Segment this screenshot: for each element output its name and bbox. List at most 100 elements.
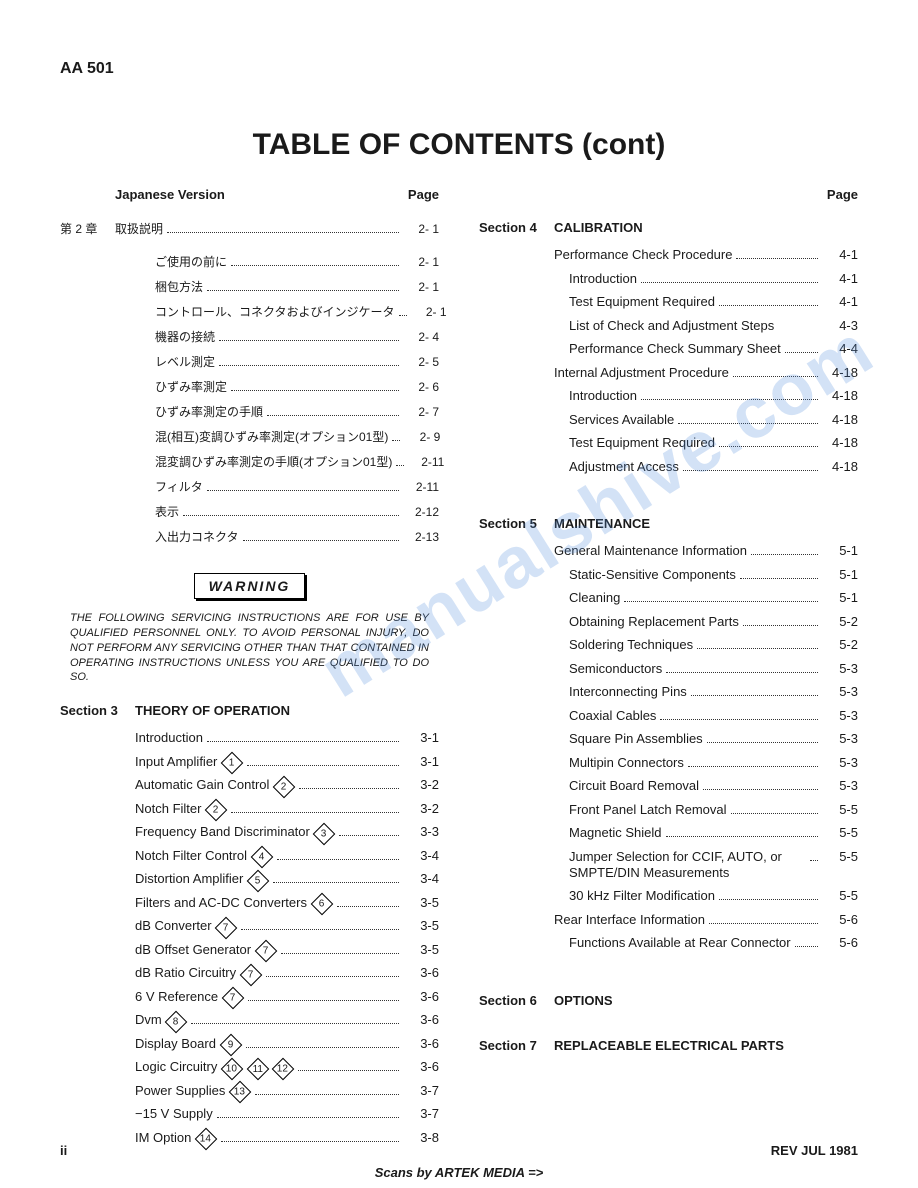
toc-dots xyxy=(399,315,407,316)
toc-page: 4-18 xyxy=(822,433,858,453)
toc-row: Filters and AC-DC Converters 63-5 xyxy=(135,893,439,913)
toc-dots xyxy=(736,258,818,259)
toc-dots xyxy=(266,976,399,977)
toc-label: Coaxial Cables xyxy=(569,706,656,726)
toc-row: Magnetic Shield5-5 xyxy=(569,823,858,843)
toc-dots xyxy=(624,601,818,602)
toc-label: Performance Check Procedure xyxy=(554,245,732,265)
toc-page: 5-1 xyxy=(822,565,858,585)
toc-dots xyxy=(281,953,399,954)
diamond-icon: 5 xyxy=(247,869,270,892)
toc-row: Power Supplies 133-7 xyxy=(135,1081,439,1101)
toc-row: 入出力コネクタ2-13 xyxy=(155,528,439,546)
diamond-icon: 7 xyxy=(215,916,238,939)
jp-chapter-entry: 取扱説明 2- 1 xyxy=(115,220,439,238)
scans-by: Scans by ARTEK MEDIA => xyxy=(0,1165,918,1180)
warning-box: WARNING xyxy=(194,573,306,599)
footer-left: ii xyxy=(60,1143,67,1158)
toc-dots xyxy=(666,836,819,837)
toc-dots xyxy=(733,376,818,377)
toc-page: 3-4 xyxy=(403,869,439,889)
toc-page: 3-1 xyxy=(403,728,439,748)
toc-label: Soldering Techniques xyxy=(569,635,693,655)
sub-items: Introduction4-1 Test Equipment Required4-… xyxy=(479,269,858,359)
toc-label: Introduction xyxy=(569,386,637,406)
toc-dots xyxy=(337,906,399,907)
toc-label: Obtaining Replacement Parts xyxy=(569,612,739,632)
toc-dots xyxy=(273,882,399,883)
toc-page: 3-5 xyxy=(403,893,439,913)
toc-page: 2- 1 xyxy=(403,278,439,296)
diamond-icon: 10 xyxy=(221,1057,244,1080)
toc-row: フィルタ2-11 xyxy=(155,478,439,496)
group-heading-wrap: Internal Adjustment Procedure4-18 xyxy=(479,363,858,383)
toc-row: Introduction4-1 xyxy=(569,269,858,289)
toc-row: 30 kHz Filter Modification 5-5 xyxy=(569,886,858,906)
toc-dots xyxy=(719,899,818,900)
section4-title: CALIBRATION xyxy=(554,220,643,235)
diamond-icon: 7 xyxy=(221,987,244,1010)
toc-dots xyxy=(396,465,404,466)
toc-label: dB Ratio Circuitry 7 xyxy=(135,963,262,983)
toc-dots xyxy=(709,923,818,924)
section4-header: Section 4 CALIBRATION xyxy=(479,220,858,235)
toc-dots xyxy=(641,282,818,283)
toc-label: 入出力コネクタ xyxy=(155,528,239,546)
toc-row: Test Equipment Required4-1 xyxy=(569,292,858,312)
toc-label: Circuit Board Removal xyxy=(569,776,699,796)
toc-label: 混(相互)変調ひずみ率測定(オプション01型) xyxy=(155,428,388,446)
toc-label: Magnetic Shield xyxy=(569,823,662,843)
toc-page: 5-3 xyxy=(822,659,858,679)
toc-dots xyxy=(740,578,818,579)
toc-dots xyxy=(191,1023,399,1024)
toc-page: 3-2 xyxy=(403,775,439,795)
toc-row: Front Panel Latch Removal5-5 xyxy=(569,800,858,820)
toc-dots xyxy=(207,490,399,491)
diamond-icon: 3 xyxy=(313,822,336,845)
toc-row: Input Amplifier 13-1 xyxy=(135,752,439,772)
toc-page: 2- 1 xyxy=(411,303,447,321)
toc-label: dB Offset Generator 7 xyxy=(135,940,277,960)
toc-label: Frequency Band Discriminator 3 xyxy=(135,822,335,842)
japanese-version-header: Japanese Version Page xyxy=(60,187,439,202)
toc-label: 30 kHz Filter Modification xyxy=(569,886,715,906)
jp-chapter-label: 第 2 章 xyxy=(60,220,115,245)
toc-label: フィルタ xyxy=(155,478,203,496)
toc-page: 4-18 xyxy=(822,363,858,383)
toc-row: Multipin Connectors5-3 xyxy=(569,753,858,773)
toc-page: 2- 1 xyxy=(403,253,439,271)
toc-page: 5-2 xyxy=(822,635,858,655)
toc-dots xyxy=(660,719,818,720)
toc-page: 3-4 xyxy=(403,846,439,866)
diamond-icon: 11 xyxy=(246,1057,269,1080)
toc-dots xyxy=(221,1141,399,1142)
sub-items: Functions Available at Rear Connector5-6 xyxy=(479,933,858,953)
diamond-icon: 6 xyxy=(310,893,333,916)
toc-dots xyxy=(795,946,818,947)
toc-row: Notch Filter Control 43-4 xyxy=(135,846,439,866)
section5-label: Section 5 xyxy=(479,516,554,531)
toc-label: 混変調ひずみ率測定の手順(オプション01型) xyxy=(155,453,392,471)
diamond-icon: 4 xyxy=(250,846,273,869)
toc-dots xyxy=(207,741,399,742)
toc-dots xyxy=(248,1000,399,1001)
toc-page: 2-12 xyxy=(403,503,439,521)
toc-page: 5-3 xyxy=(822,729,858,749)
toc-label: Logic Circuitry 10 11 12 xyxy=(135,1057,294,1077)
toc-row: ひずみ率測定の手順2- 7 xyxy=(155,403,439,421)
toc-dots xyxy=(219,365,399,366)
toc-page: 3-5 xyxy=(403,940,439,960)
toc-row: Internal Adjustment Procedure4-18 xyxy=(554,363,858,383)
warning-wrap: WARNING xyxy=(60,553,439,611)
toc-page: 3-7 xyxy=(403,1081,439,1101)
toc-label: Display Board 9 xyxy=(135,1034,242,1054)
toc-dots xyxy=(392,440,400,441)
toc-row: −15 V Supply3-7 xyxy=(135,1104,439,1124)
toc-page: 3-6 xyxy=(403,987,439,1007)
sub-items: Static-Sensitive Components5-1Cleaning5-… xyxy=(479,565,858,906)
toc-dots xyxy=(697,648,818,649)
toc-page: 5-5 xyxy=(822,886,858,906)
toc-dots xyxy=(719,305,818,306)
toc-dots xyxy=(267,415,399,416)
toc-label: List of Check and Adjustment Steps xyxy=(569,316,774,336)
